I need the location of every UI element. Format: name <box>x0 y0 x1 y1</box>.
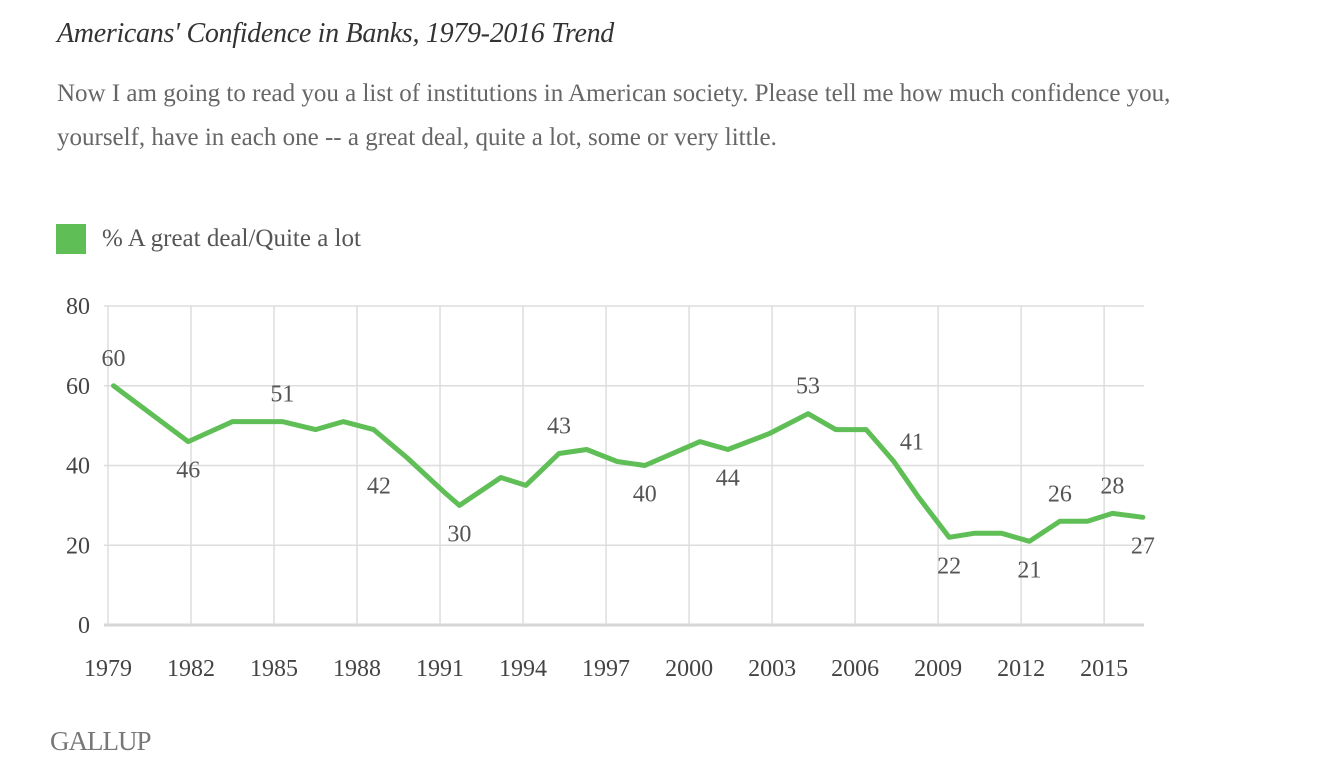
x-axis-ticks: 1979 1982 1985 1988 1991 1994 1997 2000 2003 2006… <box>84 656 1128 682</box>
data-label: 53 <box>796 374 820 400</box>
x-tick-label: 2015 <box>1080 656 1128 682</box>
data-label: 30 <box>447 521 471 547</box>
legend-label: % A great deal/Quite a lot <box>102 225 361 252</box>
data-labels: 60 46 51 42 30 43 40 44 53 41 22 21 26 28 27 <box>102 346 1155 584</box>
y-tick-label: 20 <box>66 533 90 559</box>
data-label: 40 <box>633 482 657 508</box>
x-tick-label: 2009 <box>914 656 962 682</box>
x-tick-label: 1982 <box>167 656 215 682</box>
data-label: 46 <box>176 458 200 484</box>
x-tick-label: 1988 <box>333 656 381 682</box>
x-tick-label: 1994 <box>499 656 547 682</box>
y-tick-label: 40 <box>66 454 90 480</box>
x-tick-label: 1985 <box>250 656 298 682</box>
x-tick-label: 2006 <box>831 656 879 682</box>
data-label: 51 <box>270 382 294 408</box>
legend: % A great deal/Quite a lot <box>56 224 361 254</box>
data-label: 43 <box>547 414 571 440</box>
y-axis-ticks: 0 20 40 60 80 <box>66 294 90 639</box>
data-label: 26 <box>1048 481 1072 507</box>
data-label: 42 <box>367 474 391 500</box>
data-label: 22 <box>937 553 961 579</box>
data-label: 27 <box>1131 533 1155 559</box>
x-tick-label: 1997 <box>582 656 630 682</box>
legend-swatch <box>56 224 86 254</box>
x-tick-label: 2000 <box>665 656 713 682</box>
chart-subtitle: Now I am going to read you a list of ins… <box>57 80 1171 151</box>
x-tick-label: 2012 <box>997 656 1045 682</box>
series <box>111 383 1146 544</box>
x-tick-label: 1991 <box>416 656 464 682</box>
data-label: 41 <box>900 430 924 456</box>
data-label: 44 <box>716 466 740 492</box>
y-tick-label: 0 <box>78 613 90 639</box>
series-line <box>111 383 1146 544</box>
y-tick-label: 80 <box>66 294 90 320</box>
data-label: 21 <box>1017 557 1041 583</box>
chart-title: Americans' Confidence in Banks, 1979-201… <box>57 18 615 49</box>
x-tick-label: 2003 <box>748 656 796 682</box>
gallup-logo: GALLUP <box>50 726 151 756</box>
y-tick-label: 60 <box>66 374 90 400</box>
data-label: 60 <box>102 346 126 372</box>
data-label: 28 <box>1100 473 1124 499</box>
grid <box>104 305 1144 627</box>
x-tick-label: 1979 <box>84 656 132 682</box>
